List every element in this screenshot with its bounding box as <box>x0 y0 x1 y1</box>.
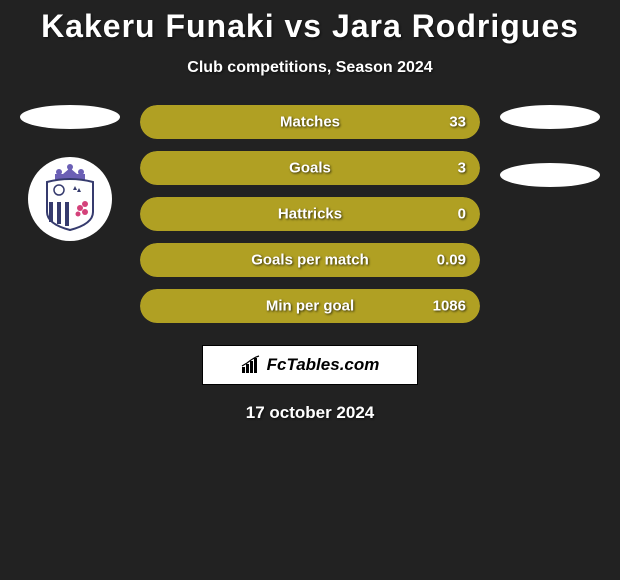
stat-label: Goals per match <box>251 252 369 269</box>
brand-text: FcTables.com <box>267 355 380 375</box>
brand-box[interactable]: FcTables.com <box>202 345 418 385</box>
stat-value: 0.09 <box>437 252 466 269</box>
right-player-col <box>500 105 600 187</box>
stat-label: Matches <box>280 114 340 131</box>
content-row: Matches 33 Goals 3 Hattricks 0 Goals per match… <box>0 105 620 323</box>
stat-value: 1086 <box>433 298 466 315</box>
club-badge <box>28 157 112 241</box>
comparison-widget: Kakeru Funaki vs Jara Rodrigues Club com… <box>0 0 620 423</box>
stat-label: Goals <box>289 160 331 177</box>
date-label: 17 october 2024 <box>0 403 620 423</box>
stat-bar: Hattricks 0 <box>140 197 480 231</box>
page-title: Kakeru Funaki vs Jara Rodrigues <box>0 8 620 45</box>
stat-value: 33 <box>449 114 466 131</box>
stats-column: Matches 33 Goals 3 Hattricks 0 Goals per match… <box>140 105 480 323</box>
brand-chart-icon <box>241 355 261 375</box>
stat-label: Min per goal <box>266 298 354 315</box>
subtitle: Club competitions, Season 2024 <box>0 59 620 77</box>
stat-value: 0 <box>458 206 466 223</box>
stat-label: Hattricks <box>278 206 342 223</box>
stat-value: 3 <box>458 160 466 177</box>
left-player-col <box>20 105 120 241</box>
stat-bar: Goals per match 0.09 <box>140 243 480 277</box>
stat-bar: Matches 33 <box>140 105 480 139</box>
player-photo-placeholder <box>500 163 600 187</box>
club-badge-svg <box>35 164 105 234</box>
player-photo-placeholder <box>500 105 600 129</box>
stat-bar: Min per goal 1086 <box>140 289 480 323</box>
stat-bar: Goals 3 <box>140 151 480 185</box>
player-photo-placeholder <box>20 105 120 129</box>
